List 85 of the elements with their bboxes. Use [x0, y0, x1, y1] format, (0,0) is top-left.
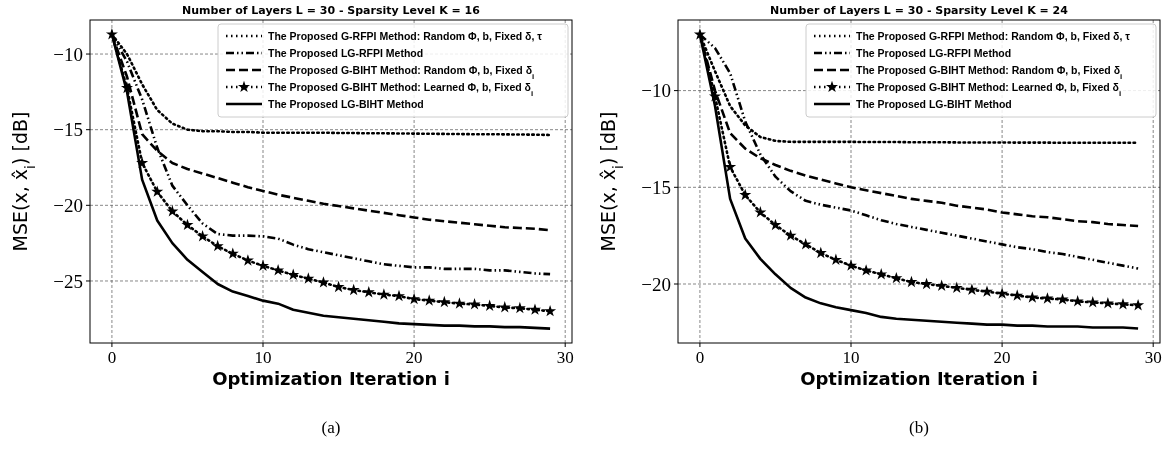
point: [860, 264, 873, 276]
legend-label: The Proposed G-BIHT Method: Random Φ, b, Fixed δ$_{i}$: [856, 63, 1123, 81]
point: [151, 185, 164, 197]
point: [362, 285, 375, 298]
point: [784, 229, 797, 241]
point: [739, 188, 752, 201]
point: [965, 283, 978, 295]
point: [256, 259, 270, 271]
point: [754, 206, 767, 218]
point: [105, 28, 118, 40]
x-tick-label: 20: [993, 348, 1011, 367]
point: [950, 281, 963, 293]
point: [226, 247, 239, 259]
point: [377, 288, 390, 300]
point: [166, 205, 179, 217]
y-tick-label: −10: [53, 43, 83, 65]
y-tick-label: −25: [53, 270, 83, 292]
text: (b): [909, 418, 929, 437]
point: [287, 268, 300, 281]
point: [317, 276, 330, 288]
legend-label: The Proposed G-BIHT Method: Learned Φ, b, Fixed δ$_{i}$: [268, 80, 534, 98]
point: [1086, 296, 1099, 308]
point: [905, 275, 918, 288]
y-tick-label: −20: [53, 194, 83, 216]
point: [528, 303, 541, 315]
point: [423, 294, 436, 306]
point: [1026, 291, 1039, 303]
x-axis-title: Optimization Iteration i: [800, 368, 1038, 389]
y-tick-label: −10: [641, 80, 671, 102]
point: [799, 238, 812, 250]
point: [196, 230, 209, 242]
point: [181, 218, 194, 231]
point: [1071, 295, 1084, 307]
x-tick-label: 10: [842, 348, 860, 367]
point: [980, 285, 994, 297]
point: [829, 253, 842, 265]
x-tick-label: 0: [695, 348, 705, 367]
y-tick-label: −15: [641, 176, 671, 198]
point: [890, 271, 903, 284]
point: [211, 239, 224, 252]
point: [1132, 298, 1145, 311]
point: [544, 304, 557, 317]
chart-title: Number of Layers L = 30 - Sparsity Level K = 16: [182, 4, 481, 17]
legend-label: The Proposed LG-RFPI Method: [268, 46, 424, 59]
legend-label: The Proposed LG-BIHT Method: [856, 97, 1012, 110]
y-tick-label: −15: [53, 119, 83, 141]
point: [1101, 297, 1114, 309]
chart-title: Number of Layers L = 30 - Sparsity Level K = 24: [770, 4, 1069, 17]
legend-label: The Proposed LG-RFPI Method: [856, 46, 1012, 59]
legend-label: The Proposed G-BIHT Method: Learned Φ, b, Fixed δ$_{i}$: [856, 80, 1122, 98]
x-axis-title: Optimization Iteration i: [212, 368, 450, 389]
point: [438, 295, 451, 308]
point: [769, 218, 782, 231]
x-tick-label: 20: [405, 348, 423, 367]
x-tick-label: 30: [1144, 348, 1162, 367]
point: [844, 259, 858, 271]
x-tick-label: 0: [107, 348, 117, 367]
point: [498, 301, 511, 313]
text: (a): [321, 418, 341, 437]
point: [1011, 289, 1024, 301]
point: [1056, 293, 1069, 305]
point: [468, 298, 481, 310]
point: [392, 289, 406, 302]
point: [332, 280, 345, 293]
point: [875, 268, 888, 280]
y-tick-label: −20: [641, 273, 671, 295]
point: [935, 279, 948, 292]
point: [996, 287, 1009, 299]
legend-label: The Proposed G-RFPI Method: Random Φ, b, Fixed δ, τ: [856, 29, 1131, 42]
point: [1116, 297, 1129, 310]
point: [1041, 292, 1054, 304]
point: [272, 264, 285, 276]
point: [483, 299, 496, 312]
point: [814, 246, 827, 259]
point: [302, 272, 315, 284]
legend-label: The Proposed G-BIHT Method: Random Φ, b, Fixed δ$_{i}$: [268, 63, 535, 81]
point: [920, 277, 933, 290]
legend-label: The Proposed LG-BIHT Method: [268, 97, 424, 110]
x-tick-label: 30: [556, 348, 574, 367]
point: [347, 283, 360, 296]
point: [513, 301, 526, 314]
point: [241, 254, 254, 266]
legend-label: The Proposed G-RFPI Method: Random Φ, b, Fixed δ, τ: [268, 29, 543, 42]
x-tick-label: 10: [254, 348, 272, 367]
point: [453, 297, 466, 309]
